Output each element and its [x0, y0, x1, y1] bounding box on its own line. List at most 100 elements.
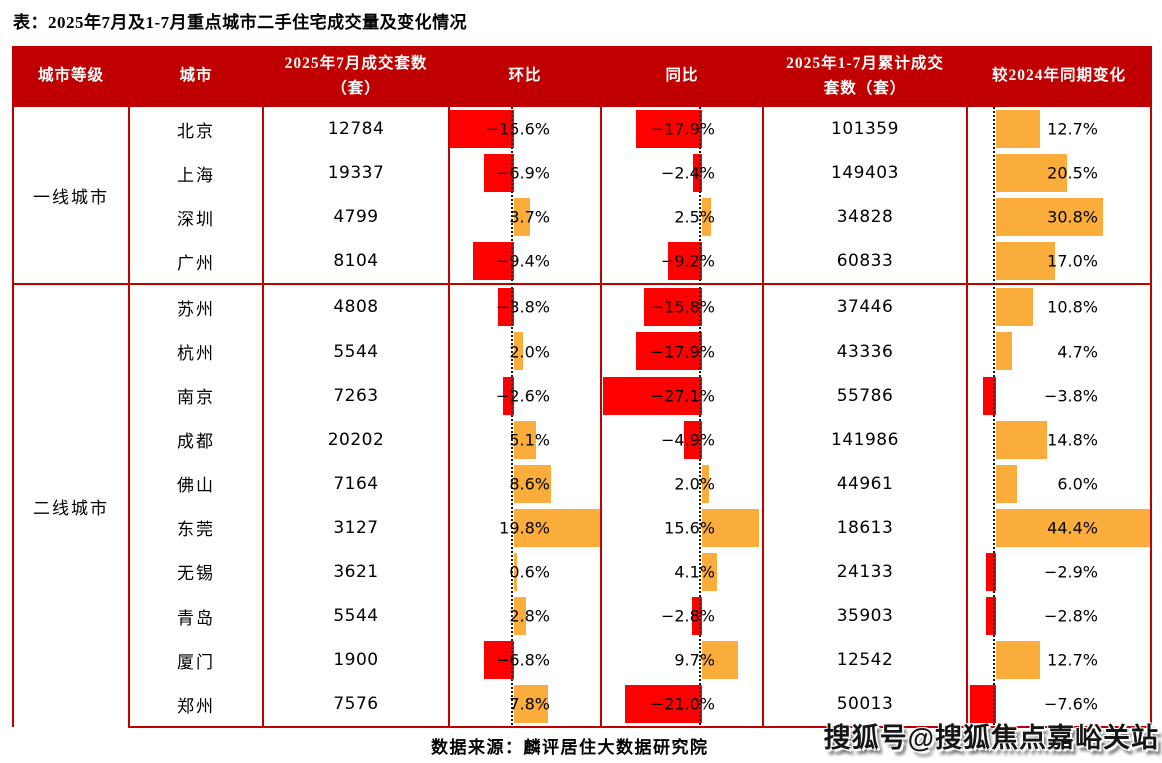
col-header-mom: 环比 [448, 46, 602, 107]
yoy-cell: 2.0% [600, 461, 764, 506]
mom-value: −15.6% [485, 119, 550, 139]
vs2024-cell: 12.7% [966, 638, 1152, 683]
city-cell: 杭州 [128, 329, 264, 374]
col-header-cum-units: 2025年1-7月累计成交套数（套） [762, 46, 968, 107]
city-cell: 佛山 [128, 461, 264, 506]
mom-bar [497, 288, 514, 327]
mom-value: 5.1% [509, 430, 550, 450]
city-cell: 深圳 [128, 195, 264, 240]
yoy-bar [684, 420, 702, 459]
yoy-value: 2.5% [674, 207, 715, 227]
city-cell: 青岛 [128, 594, 264, 639]
yoy-bar [603, 376, 702, 415]
mom-bar [451, 110, 514, 148]
jul-units-cell: 4808 [262, 283, 450, 330]
vs2024-bar [982, 376, 996, 415]
col-header-city: 城市 [128, 46, 264, 107]
yoy-value: −17.9% [650, 119, 715, 139]
yoy-cell: −2.4% [600, 151, 764, 196]
yoy-bar [636, 110, 702, 148]
jul-units-cell: 7263 [262, 373, 450, 418]
yoy-bar [644, 288, 702, 327]
mom-bar [514, 508, 599, 547]
vs2024-cell: 4.7% [966, 329, 1152, 374]
city-cell: 北京 [128, 106, 264, 152]
yoy-bar [702, 508, 760, 547]
mom-bar [514, 332, 523, 371]
mom-cell: 5.1% [448, 417, 602, 462]
table-row: 上海 19337 −6.9% −2.4% 149403 20.5% [13, 151, 1152, 196]
mom-cell: 0.6% [448, 549, 602, 595]
yoy-cell: 15.6% [600, 505, 764, 550]
mom-value: 2.8% [509, 606, 550, 626]
yoy-value: −2.8% [660, 606, 715, 626]
vs2024-value: −2.9% [1043, 562, 1098, 582]
mom-cell: 19.8% [448, 505, 602, 550]
city-cell: 无锡 [128, 549, 264, 595]
header-row: 城市等级 城市 2025年7月成交套数（套） 环比 同比 2025年1-7月累计… [12, 46, 1152, 107]
mom-cell: −6.9% [448, 151, 602, 196]
vs2024-bar [986, 597, 996, 636]
jul-units-cell: 3127 [262, 505, 450, 550]
yoy-bar [693, 154, 702, 193]
mom-bar [473, 242, 514, 281]
table-row: 一线城市 北京 12784 −15.6% −17.9% 101359 12.7% [12, 106, 1152, 285]
vs2024-cell: 12.7% [966, 106, 1152, 152]
yoy-bar [691, 597, 702, 636]
table-row: 郑州 7576 7.8% −21.0% 50013 −7.6% [13, 682, 1152, 729]
table-row: 厦门 1900 −6.8% 9.7% 12542 12.7% [13, 638, 1152, 683]
city-cell: 广州 [128, 239, 264, 285]
mom-value: 8.6% [509, 474, 550, 494]
vs2024-cell: −2.9% [966, 549, 1152, 595]
table-row: 东莞 3127 19.8% 15.6% 18613 44.4% [13, 505, 1152, 550]
jul-units-cell: 12784 [262, 106, 450, 152]
mom-bar [514, 552, 517, 591]
mom-bar [514, 464, 552, 503]
mom-cell: 2.0% [448, 329, 602, 374]
mom-cell: 7.8% [448, 682, 602, 729]
mom-value: −6.9% [495, 163, 550, 183]
yoy-value: −4.9% [660, 430, 715, 450]
vs2024-bar [996, 110, 1041, 148]
cum-units-cell: 18613 [762, 505, 968, 550]
vs2024-cell: 17.0% [966, 239, 1152, 285]
vs2024-value: 17.0% [1047, 251, 1098, 271]
city-transactions-table: 城市等级 城市 2025年7月成交套数（套） 环比 同比 2025年1-7月累计… [12, 46, 1152, 729]
cum-units-cell: 149403 [762, 151, 968, 196]
mom-bar [484, 641, 514, 680]
yoy-value: −15.8% [650, 297, 715, 317]
yoy-value: 15.6% [664, 518, 715, 538]
yoy-bar [625, 685, 702, 724]
vs2024-bar [996, 332, 1013, 371]
yoy-value: −17.9% [650, 342, 715, 362]
mom-cell: 8.6% [448, 461, 602, 506]
mom-value: 0.6% [509, 562, 550, 582]
jul-units-cell: 1900 [262, 638, 450, 683]
vs2024-bar [985, 552, 996, 591]
yoy-cell: −9.2% [600, 239, 764, 285]
mom-value: −6.8% [495, 650, 550, 670]
cum-units-cell: 55786 [762, 373, 968, 418]
city-cell: 郑州 [128, 682, 264, 729]
vs2024-value: −2.8% [1043, 606, 1098, 626]
yoy-value: 9.7% [674, 650, 715, 670]
cum-units-cell: 34828 [762, 195, 968, 240]
cum-units-cell: 35903 [762, 594, 968, 639]
col-header-jul-units: 2025年7月成交套数（套） [262, 46, 450, 107]
yoy-value: 4.1% [674, 562, 715, 582]
mom-bar [514, 198, 531, 237]
mom-value: 2.0% [509, 342, 550, 362]
vs2024-value: 14.8% [1047, 430, 1098, 450]
vs2024-cell: 6.0% [966, 461, 1152, 506]
vs2024-value: 12.7% [1047, 650, 1098, 670]
vs2024-cell: 20.5% [966, 151, 1152, 196]
jul-units-cell: 5544 [262, 329, 450, 374]
mom-cell: 3.7% [448, 195, 602, 240]
mom-value: −3.8% [495, 297, 550, 317]
mom-bar [502, 376, 514, 415]
yoy-cell: −27.1% [600, 373, 764, 418]
cum-units-cell: 43336 [762, 329, 968, 374]
vs2024-value: −3.8% [1043, 386, 1098, 406]
vs2024-cell: −7.6% [966, 682, 1152, 729]
cum-units-cell: 101359 [762, 106, 968, 152]
